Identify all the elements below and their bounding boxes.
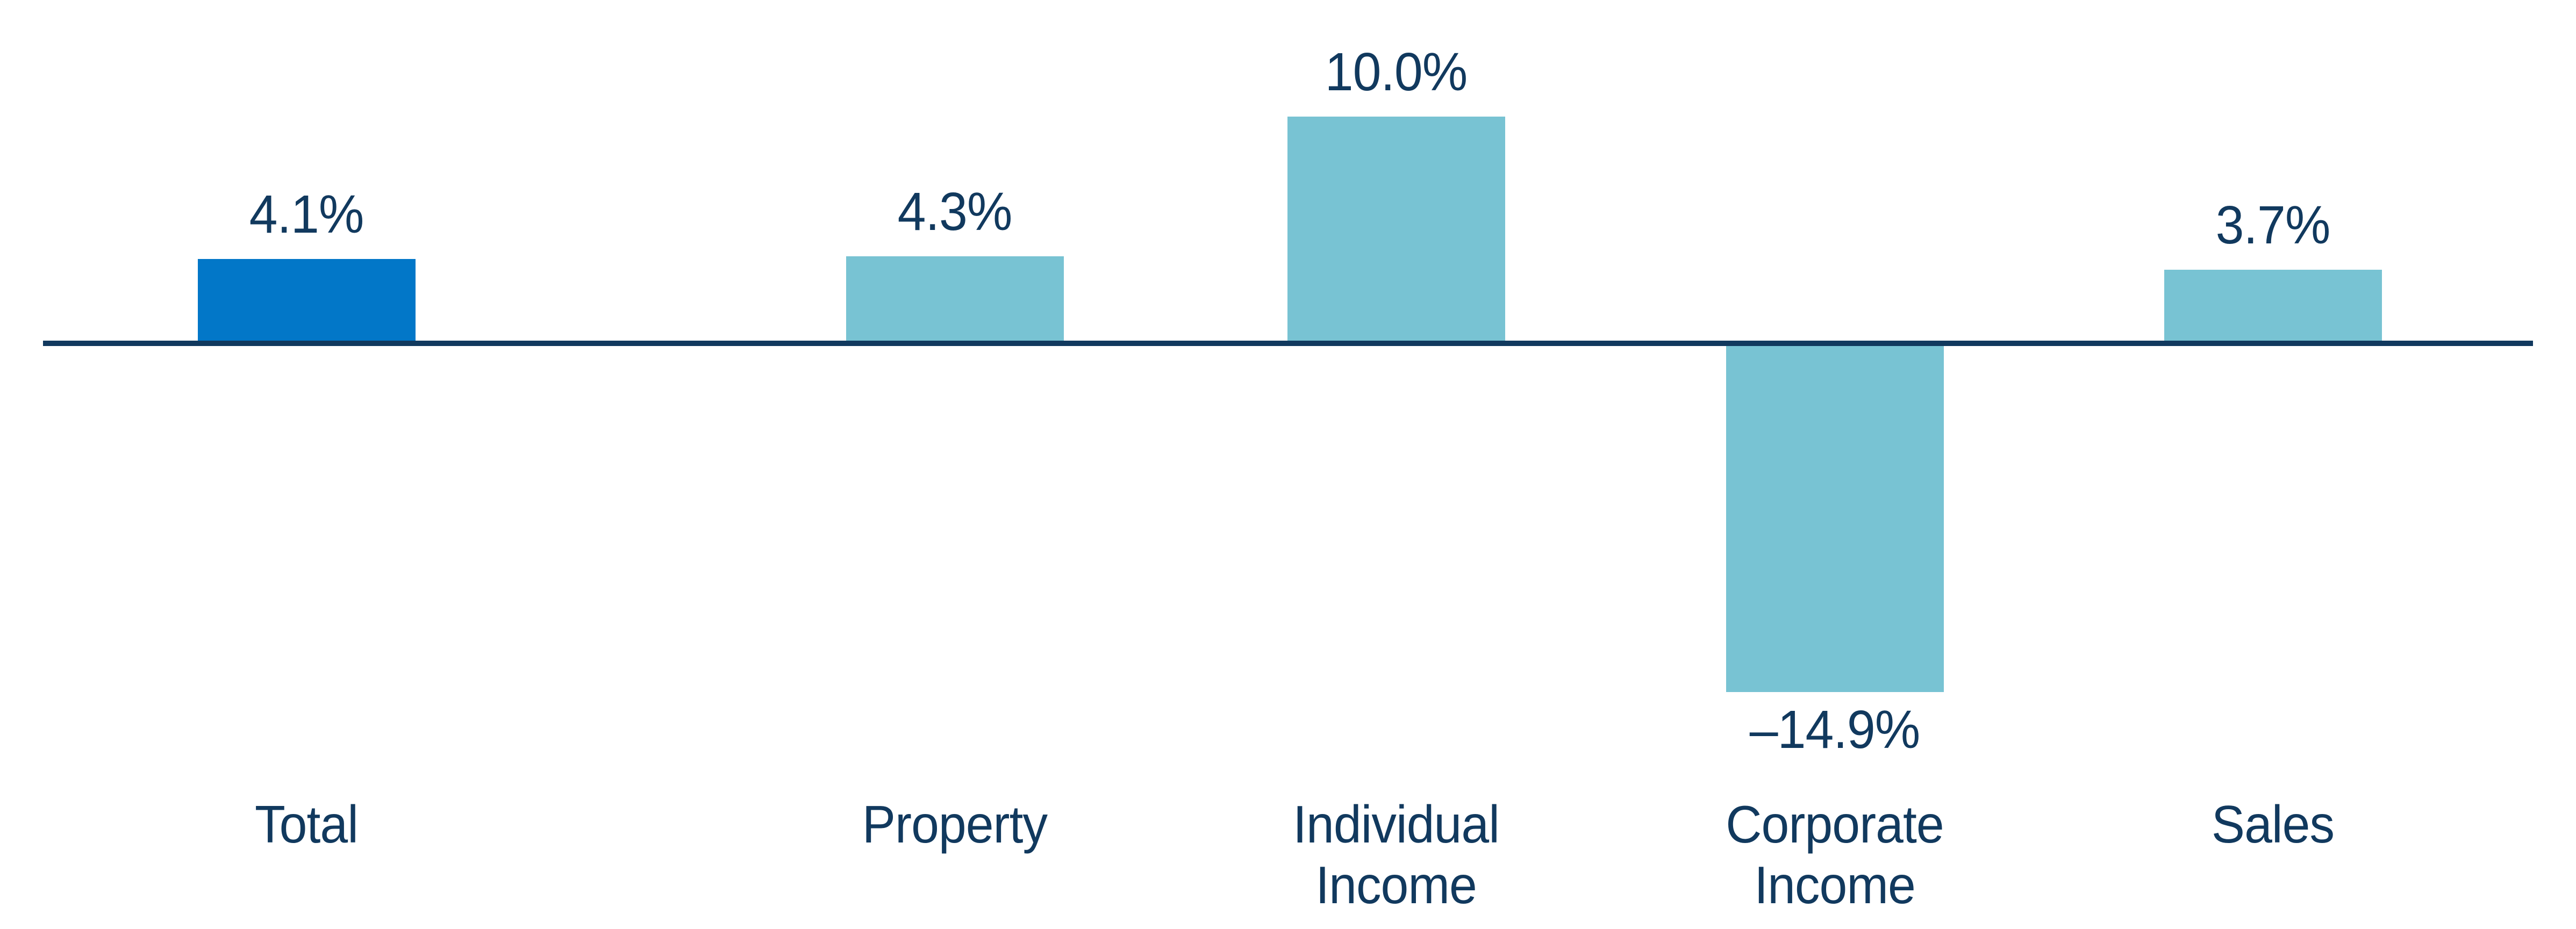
bar-property <box>846 256 1064 341</box>
bar-corporate-income <box>1726 346 1944 692</box>
category-label-property: Property <box>862 794 1048 855</box>
category-label-line: Income <box>1754 855 1916 914</box>
value-label-corporate-income: –14.9% <box>1749 700 1920 760</box>
category-label-total: Total <box>255 794 359 855</box>
x-axis-zero-line <box>43 341 2533 346</box>
bar-individual-income <box>1287 117 1505 341</box>
value-label-individual-income: 10.0% <box>1325 42 1468 102</box>
category-label-line: Total <box>255 795 359 854</box>
value-label-sales: 3.7% <box>2215 195 2331 255</box>
bar-sales <box>2164 270 2382 341</box>
category-label-sales: Sales <box>2211 794 2335 855</box>
value-label-total: 4.1% <box>249 184 364 244</box>
category-label-line: Property <box>862 795 1048 854</box>
category-label-line: Income <box>1315 855 1477 914</box>
category-label-line: Sales <box>2211 795 2335 854</box>
category-label-line: Individual <box>1293 795 1500 854</box>
category-label-line: Corporate <box>1726 795 1944 854</box>
value-label-property: 4.3% <box>897 182 1013 242</box>
category-label-corporate-income: Corporate Income <box>1726 794 1944 915</box>
bar-total <box>197 259 416 341</box>
category-label-individual-income: Individual Income <box>1293 794 1500 915</box>
